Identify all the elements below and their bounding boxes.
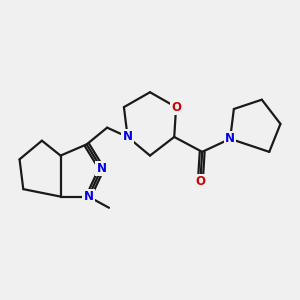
Text: N: N [225,132,235,145]
Text: N: N [123,130,133,143]
Text: N: N [83,190,94,203]
Text: N: N [97,162,106,175]
Text: O: O [171,100,181,114]
Text: O: O [195,175,205,188]
